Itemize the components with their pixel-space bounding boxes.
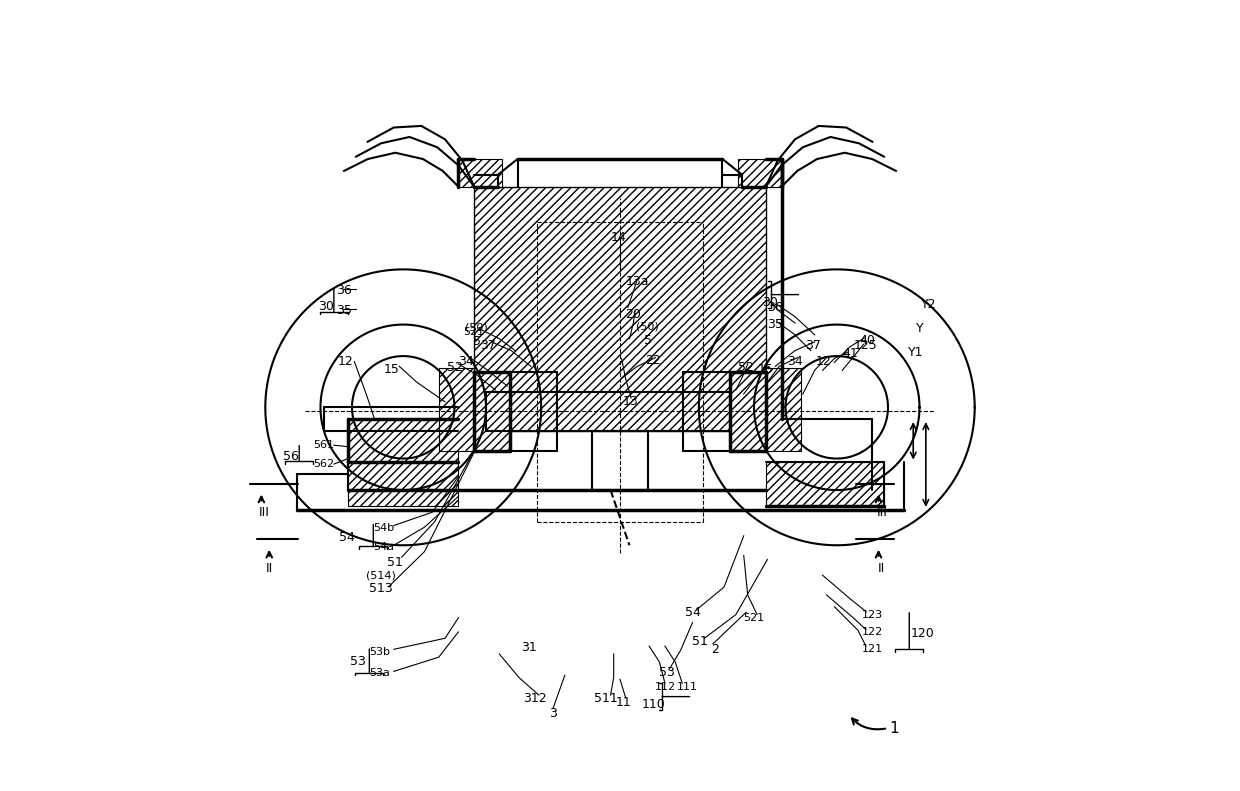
Text: 53: 53 bbox=[660, 667, 676, 679]
Text: 35: 35 bbox=[336, 304, 352, 317]
Text: Y1: Y1 bbox=[908, 346, 924, 358]
Polygon shape bbox=[766, 463, 884, 506]
Text: 53a: 53a bbox=[370, 668, 391, 678]
Text: 121: 121 bbox=[862, 645, 883, 654]
Text: 561: 561 bbox=[314, 440, 334, 450]
Text: 54: 54 bbox=[684, 606, 701, 619]
Text: 15: 15 bbox=[383, 363, 399, 376]
Text: 35: 35 bbox=[768, 318, 784, 331]
Text: 22: 22 bbox=[645, 354, 661, 366]
Text: 54: 54 bbox=[340, 531, 355, 544]
Text: 521: 521 bbox=[464, 327, 485, 338]
Text: 2: 2 bbox=[711, 643, 718, 656]
Polygon shape bbox=[474, 187, 766, 431]
Text: 110: 110 bbox=[641, 698, 665, 711]
Text: 112: 112 bbox=[655, 682, 676, 692]
Text: 11: 11 bbox=[616, 696, 632, 710]
Text: 123: 123 bbox=[862, 610, 883, 619]
Polygon shape bbox=[348, 419, 459, 463]
Polygon shape bbox=[738, 159, 781, 187]
Text: 52: 52 bbox=[738, 361, 754, 374]
Text: (50): (50) bbox=[465, 323, 487, 333]
Text: II: II bbox=[265, 562, 273, 575]
Text: 31: 31 bbox=[522, 642, 537, 654]
Text: 111: 111 bbox=[677, 682, 697, 692]
Text: 30: 30 bbox=[761, 296, 777, 309]
Text: 3: 3 bbox=[549, 706, 557, 720]
Text: 5: 5 bbox=[472, 335, 481, 348]
Polygon shape bbox=[730, 372, 766, 451]
Text: 14: 14 bbox=[610, 231, 626, 244]
Text: 54a: 54a bbox=[373, 542, 394, 552]
Text: 36: 36 bbox=[336, 284, 352, 297]
Text: 120: 120 bbox=[911, 627, 935, 640]
Text: 513: 513 bbox=[370, 582, 393, 595]
Text: 12: 12 bbox=[816, 355, 831, 368]
Text: 34: 34 bbox=[459, 355, 474, 368]
Text: 15: 15 bbox=[758, 363, 774, 376]
Text: 37: 37 bbox=[480, 339, 496, 352]
Text: Y2: Y2 bbox=[921, 298, 936, 312]
Text: 56: 56 bbox=[284, 450, 299, 463]
Text: III: III bbox=[877, 505, 887, 519]
Text: 511: 511 bbox=[594, 692, 618, 706]
Text: (514): (514) bbox=[366, 570, 396, 581]
Text: 54b: 54b bbox=[373, 523, 394, 533]
Text: Y: Y bbox=[915, 322, 924, 335]
Text: 20: 20 bbox=[625, 308, 641, 321]
Text: 312: 312 bbox=[523, 692, 547, 706]
Text: III: III bbox=[258, 505, 269, 519]
Text: 1: 1 bbox=[889, 721, 899, 736]
Text: 521: 521 bbox=[744, 613, 765, 623]
Polygon shape bbox=[766, 368, 801, 451]
Text: 41: 41 bbox=[842, 347, 858, 360]
Text: (50): (50) bbox=[636, 321, 658, 331]
Polygon shape bbox=[439, 368, 474, 451]
Text: 30: 30 bbox=[317, 300, 334, 313]
Polygon shape bbox=[459, 159, 502, 187]
Text: 122: 122 bbox=[862, 627, 883, 637]
Text: 51: 51 bbox=[387, 556, 403, 569]
Text: 13: 13 bbox=[622, 395, 639, 407]
Text: 51: 51 bbox=[692, 635, 708, 648]
Text: 34: 34 bbox=[787, 355, 802, 368]
Text: 5: 5 bbox=[644, 334, 651, 346]
Text: 12: 12 bbox=[337, 355, 353, 368]
Text: 125: 125 bbox=[854, 339, 878, 352]
Text: 37: 37 bbox=[805, 339, 821, 352]
Polygon shape bbox=[348, 463, 459, 506]
Text: 13a: 13a bbox=[626, 274, 649, 288]
Text: II: II bbox=[878, 562, 885, 575]
Text: 562: 562 bbox=[312, 459, 335, 469]
Text: 40: 40 bbox=[859, 334, 875, 346]
Polygon shape bbox=[474, 372, 510, 451]
Text: 36: 36 bbox=[768, 301, 784, 314]
Text: 52: 52 bbox=[446, 361, 463, 374]
Text: 53b: 53b bbox=[370, 647, 391, 657]
Text: 53: 53 bbox=[350, 655, 366, 668]
